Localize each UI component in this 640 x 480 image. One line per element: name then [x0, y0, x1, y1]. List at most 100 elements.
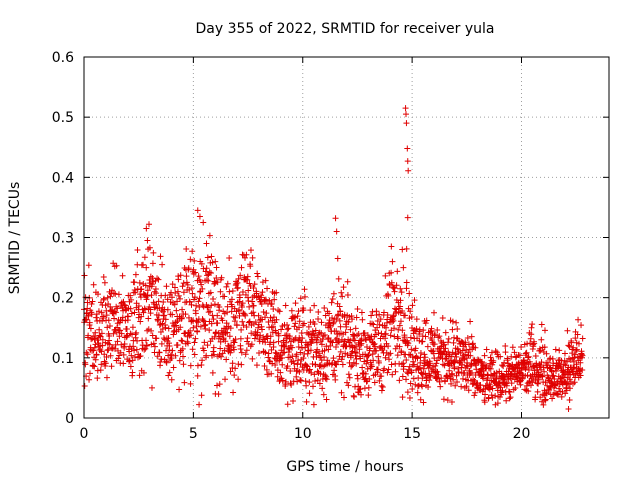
- data-point: [453, 319, 460, 326]
- data-point: [239, 289, 246, 296]
- data-point: [399, 373, 406, 380]
- data-point: [103, 312, 110, 319]
- data-point: [487, 365, 494, 372]
- data-point: [211, 333, 218, 340]
- data-point: [336, 317, 343, 324]
- data-point: [126, 358, 133, 365]
- data-point: [195, 273, 202, 280]
- data-point: [216, 381, 223, 388]
- data-point: [425, 384, 432, 391]
- data-point: [146, 221, 153, 228]
- data-point: [341, 338, 348, 345]
- data-point: [407, 308, 414, 315]
- data-point: [448, 380, 455, 387]
- data-point: [383, 324, 390, 331]
- data-point: [198, 362, 205, 369]
- data-point: [358, 391, 365, 398]
- data-point: [426, 377, 433, 384]
- data-point: [379, 383, 386, 390]
- data-point: [254, 270, 261, 277]
- data-point: [422, 320, 429, 327]
- data-point: [396, 322, 403, 329]
- data-point: [461, 369, 468, 376]
- data-point: [406, 394, 413, 401]
- data-point: [259, 289, 266, 296]
- data-point: [138, 313, 145, 320]
- data-point: [255, 312, 262, 319]
- data-point: [223, 356, 230, 363]
- data-point: [370, 357, 377, 364]
- data-point: [535, 376, 542, 383]
- data-point: [371, 379, 378, 386]
- data-point: [210, 344, 217, 351]
- data-point: [339, 293, 346, 300]
- data-point: [472, 389, 479, 396]
- data-point: [270, 305, 277, 312]
- data-point: [168, 376, 175, 383]
- data-point: [378, 387, 385, 394]
- data-point: [104, 324, 111, 331]
- data-point: [229, 287, 236, 294]
- data-point: [128, 310, 135, 317]
- data-point: [212, 258, 219, 265]
- data-point: [354, 306, 361, 313]
- data-point: [185, 340, 192, 347]
- data-point: [321, 347, 328, 354]
- data-point: [261, 363, 268, 370]
- data-point: [394, 343, 401, 350]
- data-point: [403, 356, 410, 363]
- data-point: [388, 269, 395, 276]
- data-point: [88, 301, 95, 308]
- data-point: [502, 343, 509, 350]
- data-point: [159, 325, 166, 332]
- data-point: [444, 374, 451, 381]
- data-point: [538, 336, 545, 343]
- data-point: [337, 323, 344, 330]
- data-point: [530, 363, 537, 370]
- data-point: [311, 302, 318, 309]
- data-point: [433, 368, 440, 375]
- data-point: [379, 347, 386, 354]
- data-point: [107, 293, 114, 300]
- data-point: [344, 351, 351, 358]
- data-point: [409, 302, 416, 309]
- data-point: [419, 338, 426, 345]
- data-point: [172, 352, 179, 359]
- data-point: [267, 333, 274, 340]
- data-point: [256, 350, 263, 357]
- data-point: [215, 330, 222, 337]
- data-point: [397, 297, 404, 304]
- data-point: [144, 293, 151, 300]
- data-point: [238, 349, 245, 356]
- data-point: [213, 264, 220, 271]
- data-point: [451, 363, 458, 370]
- data-point: [384, 311, 391, 318]
- data-point: [367, 336, 374, 343]
- data-point: [211, 301, 218, 308]
- data-point: [399, 327, 406, 334]
- data-point: [260, 308, 267, 315]
- data-point: [266, 297, 273, 304]
- data-point: [556, 347, 563, 354]
- data-point: [328, 299, 335, 306]
- data-point: [127, 305, 134, 312]
- data-point: [450, 339, 457, 346]
- data-point: [107, 352, 114, 359]
- data-point: [179, 338, 186, 345]
- data-point: [542, 396, 549, 403]
- data-point: [239, 304, 246, 311]
- data-point: [129, 369, 136, 376]
- data-point: [98, 309, 105, 316]
- data-point: [270, 314, 277, 321]
- data-point: [305, 323, 312, 330]
- data-point: [188, 301, 195, 308]
- data-point: [306, 366, 313, 373]
- data-point: [307, 307, 314, 314]
- data-point: [289, 344, 296, 351]
- data-point: [549, 395, 556, 402]
- data-point: [129, 324, 136, 331]
- data-point: [404, 214, 411, 221]
- data-point: [579, 335, 586, 342]
- data-point: [206, 232, 213, 239]
- data-point: [527, 360, 534, 367]
